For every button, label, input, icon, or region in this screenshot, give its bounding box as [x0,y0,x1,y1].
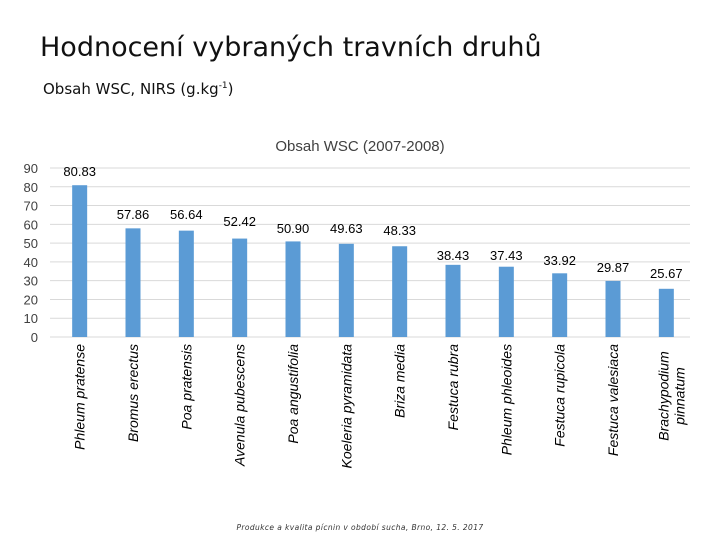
category-label: Festuca rubra [445,344,461,431]
category-label: Phleum phleoides [498,344,514,455]
slide-footer: Produkce a kvalita pícnin v období sucha… [236,523,484,532]
svg-text:Bromus erectus: Bromus erectus [125,344,141,442]
y-tick-label: 20 [24,292,38,307]
gridlines [50,167,690,338]
svg-text:Festuca valesiaca: Festuca valesiaca [605,344,621,456]
y-tick-label: 50 [24,236,38,251]
category-labels: Phleum pratense Bromus erectus Poa pratens… [72,344,688,469]
value-label: 29.87 [597,260,630,275]
category-label: Festuca rupicola [552,344,568,447]
category-label: Poa pratensis [178,344,194,430]
y-tick-label: 0 [31,330,38,345]
bar [392,246,408,337]
y-tick-label: 80 [24,180,38,195]
value-label: 49.63 [330,221,363,236]
category-label: Avenula pubescens [232,344,248,467]
value-label: 38.43 [437,248,470,263]
category-label: Phleum pratense [72,344,88,450]
y-tick-label: 60 [24,217,38,232]
bar [232,238,248,337]
slide-subtitle: Obsah WSC, NIRS (g.kg-1) [43,80,234,98]
svg-text:Poa pratensis: Poa pratensis [178,344,194,430]
svg-text:Poa angustifolia: Poa angustifolia [285,344,301,444]
bar [178,230,194,337]
y-axis-ticks: 0 10 20 30 40 50 60 70 80 90 [24,161,38,345]
chart-title: Obsah WSC (2007-2008) [275,138,444,155]
bar [445,264,461,337]
bar [125,228,141,337]
svg-text:Brachypodiumpinnatum: Brachypodiumpinnatum [655,351,687,441]
value-label: 80.83 [63,164,96,179]
svg-text:Briza media: Briza media [392,344,408,418]
bar [552,273,568,337]
y-tick-label: 90 [24,161,38,176]
bar [498,266,514,337]
value-label: 52.42 [223,214,256,229]
y-tick-label: 40 [24,255,38,270]
value-label: 57.86 [117,207,150,222]
svg-text:Phleum phleoides: Phleum phleoides [498,344,514,455]
category-label: Brachypodiumpinnatum [655,351,687,441]
y-tick-label: 30 [24,274,38,289]
bar [285,241,301,337]
bar [658,288,674,337]
bar [72,185,88,337]
category-label: Festuca valesiaca [605,344,621,456]
svg-text:Festuca rubra: Festuca rubra [445,344,461,431]
svg-text:Phleum pratense: Phleum pratense [72,344,88,450]
category-label: Briza media [392,344,408,418]
value-label: 33.92 [543,253,576,268]
value-label: 56.64 [170,207,203,222]
value-label: 37.43 [490,248,523,263]
bar [605,280,621,337]
value-label: 25.67 [650,266,683,281]
category-label: Koeleria pyramidata [338,344,354,469]
bars [72,185,674,337]
value-label: 48.33 [383,223,416,238]
category-label: Poa angustifolia [285,344,301,444]
y-tick-label: 70 [24,199,38,214]
bar [338,243,354,337]
slide-title: Hodnocení vybraných travních druhů [40,32,542,63]
value-labels: 80.83 57.86 56.64 52.42 50.90 49.63 48.33 38.43… [63,164,682,281]
value-label: 50.90 [277,221,310,236]
y-tick-label: 10 [24,311,38,326]
svg-text:Koeleria pyramidata: Koeleria pyramidata [338,344,354,469]
category-label: Bromus erectus [125,344,141,442]
svg-text:Festuca rupicola: Festuca rupicola [552,344,568,447]
svg-text:Avenula pubescens: Avenula pubescens [232,344,248,467]
